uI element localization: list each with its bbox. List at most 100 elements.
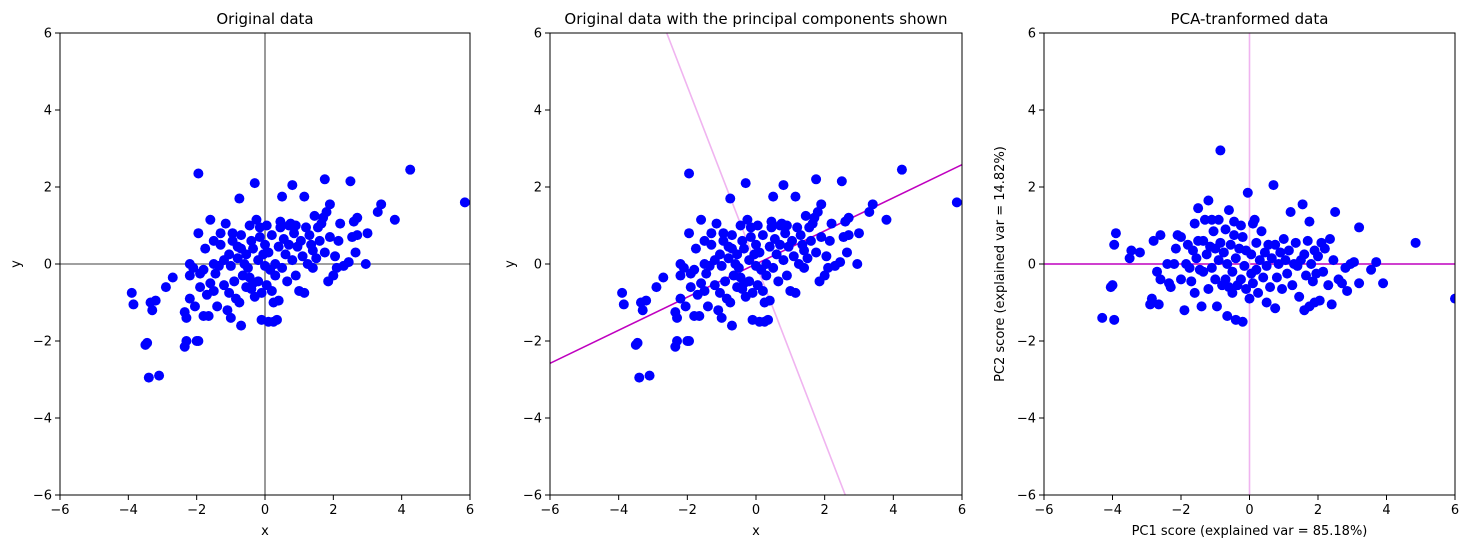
data-point (1239, 260, 1250, 271)
data-point (1247, 278, 1258, 289)
data-point (781, 220, 792, 231)
x-tick-label: 6 (958, 503, 966, 518)
chart-title: Original data with the principal compone… (564, 10, 947, 28)
data-point (311, 253, 322, 264)
data-point (651, 282, 662, 293)
x-axis-label: x (752, 524, 760, 539)
data-point (1198, 235, 1209, 246)
data-point (761, 270, 772, 281)
data-point (1187, 245, 1198, 256)
y-axis-label: y (9, 260, 24, 268)
y-axis-label: PC2 score (explained var = 14.82%) (993, 146, 1008, 382)
data-point (1328, 255, 1339, 266)
data-point (143, 372, 154, 383)
data-point (800, 210, 811, 221)
data-point (335, 218, 346, 229)
data-point (826, 218, 837, 229)
data-point (1313, 251, 1323, 262)
data-point (718, 228, 729, 239)
y-tick-label: 0 (44, 258, 52, 273)
plot-area (1044, 33, 1455, 495)
data-point (1230, 253, 1241, 264)
data-point (251, 214, 262, 225)
y-axis-label: y (503, 260, 518, 268)
data-point (1176, 232, 1186, 243)
data-point (271, 314, 282, 325)
x-tick-label: 0 (1245, 503, 1253, 518)
data-point (241, 249, 252, 260)
data-point (1220, 224, 1231, 235)
x-tick-label: 2 (329, 503, 337, 518)
data-point (352, 230, 363, 241)
x-tick-label: −4 (609, 503, 628, 518)
data-point (297, 251, 308, 262)
data-point (1126, 245, 1137, 256)
x-tick-label: −4 (119, 503, 138, 518)
x-axis-label: x (261, 524, 269, 539)
data-point (764, 241, 775, 252)
data-point (1258, 272, 1269, 283)
data-point (1241, 284, 1252, 295)
data-point (1211, 301, 1222, 312)
data-point (1191, 253, 1202, 264)
data-point (864, 207, 875, 218)
x-tick-label: 2 (1314, 503, 1322, 518)
data-point (1097, 312, 1108, 323)
data-point (229, 276, 240, 287)
data-point (345, 176, 356, 187)
data-point (1189, 287, 1200, 298)
data-point (215, 239, 226, 250)
data-point (720, 276, 731, 287)
data-point (1155, 274, 1166, 285)
y-tick-label: −6 (523, 489, 542, 504)
x-tick-label: 4 (889, 503, 897, 518)
data-point (290, 270, 301, 281)
data-point (1242, 187, 1253, 198)
data-point (634, 372, 645, 383)
data-point (1307, 276, 1318, 287)
data-point (282, 276, 293, 287)
data-point (1304, 216, 1315, 227)
data-point (951, 197, 962, 208)
data-point (702, 301, 713, 312)
x-tick-label: −6 (50, 503, 69, 518)
y-tick-label: −6 (33, 489, 52, 504)
data-point (836, 176, 847, 187)
data-point (1215, 145, 1226, 156)
data-point (1263, 239, 1274, 250)
data-point (263, 247, 274, 258)
data-point (283, 239, 294, 250)
data-point (1283, 245, 1294, 256)
data-point (1354, 278, 1365, 289)
data-point (266, 285, 277, 296)
data-point (1270, 239, 1281, 250)
data-point (881, 214, 892, 225)
data-point (273, 295, 284, 306)
data-point (236, 320, 247, 331)
data-point (618, 299, 629, 310)
x-tick-label: 0 (752, 503, 760, 518)
data-point (637, 305, 648, 316)
data-point (1227, 266, 1238, 277)
data-point (126, 287, 137, 298)
data-point (150, 295, 161, 306)
data-point (459, 197, 470, 208)
data-point (1246, 249, 1257, 260)
data-point (330, 251, 341, 262)
data-point (1201, 249, 1212, 260)
data-point (675, 293, 686, 304)
data-point (1366, 264, 1377, 275)
data-point (1170, 243, 1181, 254)
data-point (1323, 280, 1334, 291)
data-point (1146, 293, 1157, 304)
data-point (261, 220, 272, 231)
y-tick-label: 2 (44, 181, 52, 196)
x-tick-label: −4 (1103, 503, 1122, 518)
data-point (771, 249, 782, 260)
data-point (1450, 293, 1455, 304)
data-point (773, 276, 784, 287)
data-point (684, 336, 695, 346)
data-point (672, 336, 683, 346)
y-tick-label: 2 (1028, 181, 1036, 196)
data-point (333, 235, 344, 246)
